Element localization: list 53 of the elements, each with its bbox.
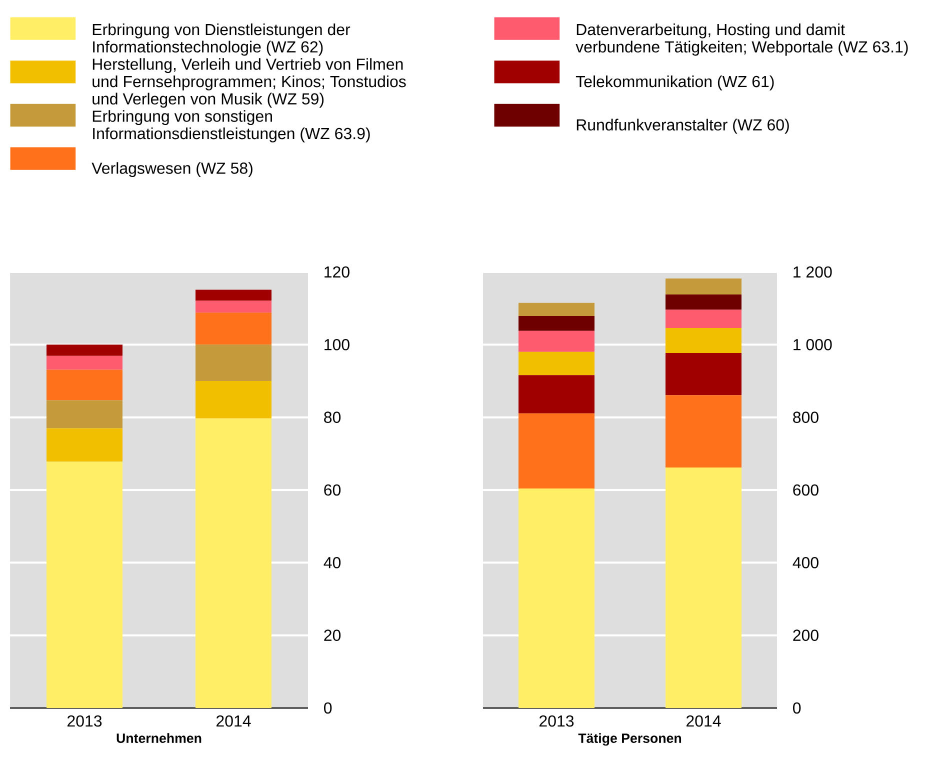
x-axis-title: Tätige Personen <box>578 733 682 746</box>
bar <box>666 395 742 468</box>
bar <box>518 302 595 316</box>
legend-label: Datenverarbeitung, Hosting und damit verbundene Tätigkeiten; Webportale (WZ 63.1) <box>576 23 908 56</box>
bar <box>666 310 742 328</box>
legend-label: Erbringung von sonstigen Informationsdienstleistungen (WZ 63.9) <box>92 110 370 142</box>
bar <box>46 344 123 356</box>
legend-label: Erbringung von Dienstleistungen der Informationstechnologie (WZ 62) <box>92 23 350 56</box>
bar <box>196 344 272 381</box>
y-tick-label: 60 <box>324 484 341 496</box>
y-tick-label: 100 <box>324 338 350 350</box>
x-tick-label: 2014 <box>216 715 251 727</box>
bar <box>46 356 123 370</box>
bar <box>46 370 123 400</box>
legend-label: Rundfunkveranstalter (WZ 60) <box>576 118 789 134</box>
bar <box>46 428 123 462</box>
bar <box>196 312 272 345</box>
y-tick-label: 600 <box>793 484 818 496</box>
bar <box>518 375 595 414</box>
legend-label: Telekommunikation (WZ 61) <box>576 75 774 90</box>
bar <box>666 294 742 310</box>
bar <box>196 418 272 708</box>
y-tick-label: 200 <box>793 630 818 641</box>
bar <box>196 300 272 313</box>
bar <box>518 488 595 708</box>
y-tick-label: 1 000 <box>794 338 832 350</box>
bar <box>518 330 595 352</box>
y-tick-label: 40 <box>324 556 341 568</box>
bar <box>196 380 272 418</box>
x-tick-label: 2013 <box>68 715 102 727</box>
bar <box>46 400 123 428</box>
y-tick-label: 80 <box>324 412 341 423</box>
legend-label: Herstellung, Verleih und Vertrieb von Filmen und Fernsehprogrammen; Kinos; Tonstudios und Verlegen von Musik (WZ 59) <box>92 58 406 108</box>
bar <box>518 352 595 376</box>
bar <box>518 316 595 331</box>
y-tick-label: 20 <box>324 630 341 641</box>
y-tick-label: 120 <box>324 266 350 278</box>
y-tick-label: 0 <box>324 702 332 714</box>
bar <box>666 467 742 708</box>
bar <box>518 413 595 489</box>
bar <box>666 353 742 396</box>
y-tick-label: 400 <box>792 556 818 568</box>
y-tick-label: 800 <box>793 412 818 423</box>
x-tick-label: 2013 <box>540 715 574 727</box>
bar <box>196 290 272 301</box>
legend-label: Verlagswesen (WZ 58) <box>92 162 252 178</box>
bar <box>666 328 742 354</box>
bar <box>666 278 742 295</box>
y-tick-label: 1 200 <box>794 266 832 278</box>
bar <box>46 462 123 708</box>
x-axis-title: Unternehmen <box>116 733 202 743</box>
y-tick-label: 0 <box>793 702 801 714</box>
x-tick-label: 2014 <box>686 715 721 727</box>
